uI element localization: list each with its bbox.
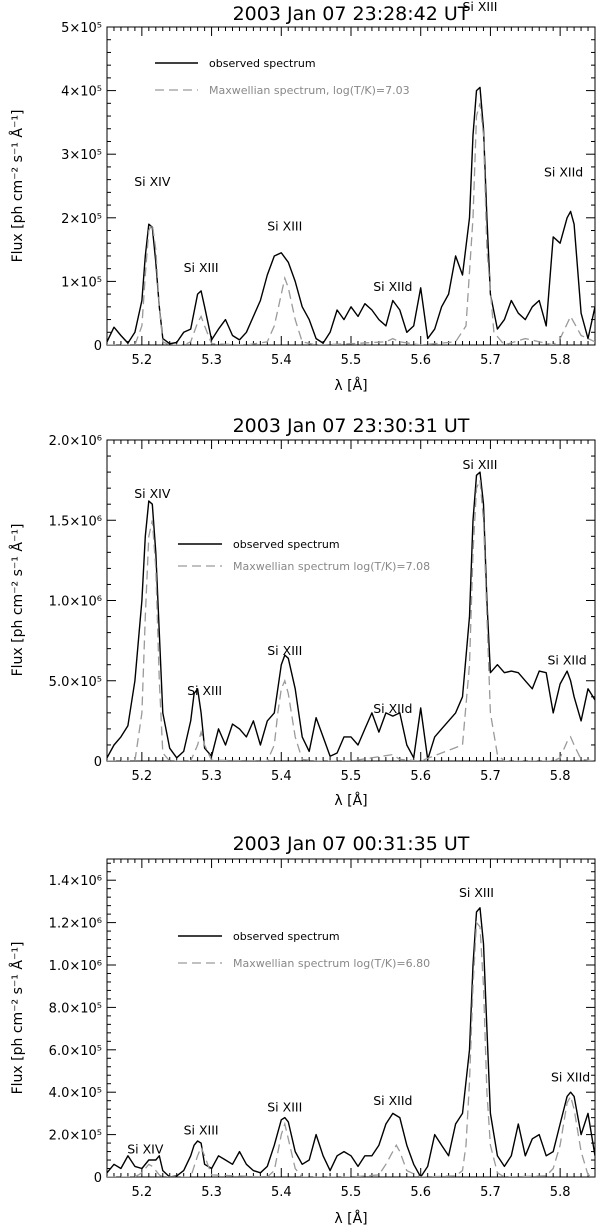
- line-annotation: Si XIII: [462, 457, 497, 472]
- x-tick-label: 5.6: [410, 769, 431, 784]
- y-tick-label: 4.0×10⁵: [49, 1086, 102, 1101]
- y-tick-label: 3×10⁵: [61, 148, 102, 163]
- line-annotation: Si XIId: [373, 279, 412, 294]
- line-annotation: Si XIV: [134, 486, 171, 501]
- x-axis-label: λ [Å]: [334, 377, 367, 394]
- y-tick-label: 2.0×10⁶: [49, 434, 102, 449]
- line-annotation: Si XIII: [267, 643, 302, 658]
- chart-title: 2003 Jan 07 23:30:31 UT: [233, 415, 470, 437]
- line-annotation: Si XIId: [373, 1093, 412, 1108]
- legend-model-label: Maxwellian spectrum log(T/K)=7.08: [233, 560, 430, 573]
- line-annotation: Si XIII: [267, 1099, 302, 1114]
- series-observed-line: [107, 86, 595, 345]
- legend-observed-label: observed spectrum: [233, 538, 340, 551]
- y-tick-label: 0: [94, 755, 102, 770]
- legend-model-label: Maxwellian spectrum, log(T/K)=7.03: [209, 84, 410, 97]
- y-tick-label: 1.5×10⁶: [49, 514, 102, 529]
- x-tick-label: 5.4: [271, 353, 292, 368]
- x-tick-label: 5.6: [410, 353, 431, 368]
- y-tick-label: 5×10⁵: [61, 21, 102, 36]
- x-tick-label: 5.5: [341, 769, 362, 784]
- y-tick-label: 5.0×10⁵: [49, 675, 102, 690]
- legend-observed-label: observed spectrum: [233, 930, 340, 943]
- y-tick-label: 1.4×10⁶: [49, 874, 102, 889]
- x-tick-label: 5.5: [341, 353, 362, 368]
- line-annotation: Si XIV: [127, 1142, 164, 1157]
- y-tick-label: 4×10⁵: [61, 85, 102, 100]
- line-annotation: Si XIId: [551, 1070, 590, 1085]
- y-tick-label: 1×10⁵: [61, 275, 102, 290]
- x-tick-label: 5.7: [480, 353, 501, 368]
- x-tick-label: 5.3: [201, 769, 222, 784]
- x-tick-label: 5.8: [550, 769, 571, 784]
- series-maxwellian-line: [107, 920, 595, 1177]
- x-tick-label: 5.2: [132, 353, 153, 368]
- line-annotation: Si XIII: [459, 885, 494, 900]
- line-annotation: Si XIV: [134, 174, 171, 189]
- x-tick-label: 5.4: [271, 1185, 292, 1200]
- y-tick-label: 1.2×10⁶: [49, 917, 102, 932]
- y-tick-label: 8.0×10⁵: [49, 1001, 102, 1016]
- y-tick-label: 0: [94, 1171, 102, 1186]
- legend-model-label: Maxwellian spectrum log(T/K)=6.80: [233, 957, 430, 970]
- x-tick-label: 5.7: [480, 769, 501, 784]
- series-observed-line: [107, 471, 595, 761]
- plot-frame: [106, 26, 596, 346]
- series-maxwellian-line: [107, 103, 595, 345]
- line-annotation: Si XIId: [547, 653, 586, 668]
- line-annotation: Si XIII: [187, 683, 222, 698]
- y-tick-label: 1.0×10⁶: [49, 595, 102, 610]
- x-tick-label: 5.2: [132, 769, 153, 784]
- x-tick-label: 5.8: [550, 353, 571, 368]
- x-axis-label: λ [Å]: [334, 792, 367, 809]
- chart-title: 2003 Jan 07 23:28:42 UT: [233, 3, 470, 25]
- line-annotation: Si XIII: [462, 0, 497, 14]
- plot-frame: [106, 439, 596, 762]
- line-annotation: Si XIII: [267, 219, 302, 234]
- chart-panel-2: 2003 Jan 07 23:30:31 UT λ [Å] Flux [ph c…: [9, 415, 596, 809]
- x-axis-label: λ [Å]: [334, 1210, 367, 1227]
- x-tick-label: 5.2: [132, 1185, 153, 1200]
- y-tick-label: 2×10⁵: [61, 212, 102, 227]
- line-annotation: Si XIId: [544, 164, 583, 179]
- series-maxwellian-line: [107, 479, 595, 761]
- legend-observed-label: observed spectrum: [209, 57, 316, 70]
- chart-title: 2003 Jan 07 00:31:35 UT: [233, 833, 470, 855]
- x-tick-label: 5.6: [410, 1185, 431, 1200]
- series-observed-line: [107, 907, 595, 1177]
- x-tick-label: 5.3: [201, 1185, 222, 1200]
- chart-panel-1: 2003 Jan 07 23:28:42 UT λ [Å] Flux [ph c…: [9, 0, 596, 394]
- x-tick-label: 5.4: [271, 769, 292, 784]
- y-tick-label: 6.0×10⁵: [49, 1044, 102, 1059]
- x-tick-label: 5.3: [201, 353, 222, 368]
- x-tick-label: 5.7: [480, 1185, 501, 1200]
- y-tick-label: 2.0×10⁵: [49, 1129, 102, 1144]
- y-tick-label: 0: [94, 339, 102, 354]
- x-tick-label: 5.5: [341, 1185, 362, 1200]
- y-tick-label: 1.0×10⁶: [49, 959, 102, 974]
- y-axis-label: Flux [ph cm⁻² s⁻¹ Å⁻¹]: [9, 110, 26, 263]
- chart-panel-3: 2003 Jan 07 00:31:35 UT λ [Å] Flux [ph c…: [9, 833, 596, 1227]
- line-annotation: Si XIII: [184, 1123, 219, 1138]
- line-annotation: Si XIId: [373, 701, 412, 716]
- line-annotation: Si XIII: [184, 260, 219, 275]
- y-axis-label: Flux [ph cm⁻² s⁻¹ Å⁻¹]: [9, 942, 26, 1095]
- x-tick-label: 5.8: [550, 1185, 571, 1200]
- plot-frame: [106, 858, 596, 1178]
- y-axis-label: Flux [ph cm⁻² s⁻¹ Å⁻¹]: [9, 524, 26, 677]
